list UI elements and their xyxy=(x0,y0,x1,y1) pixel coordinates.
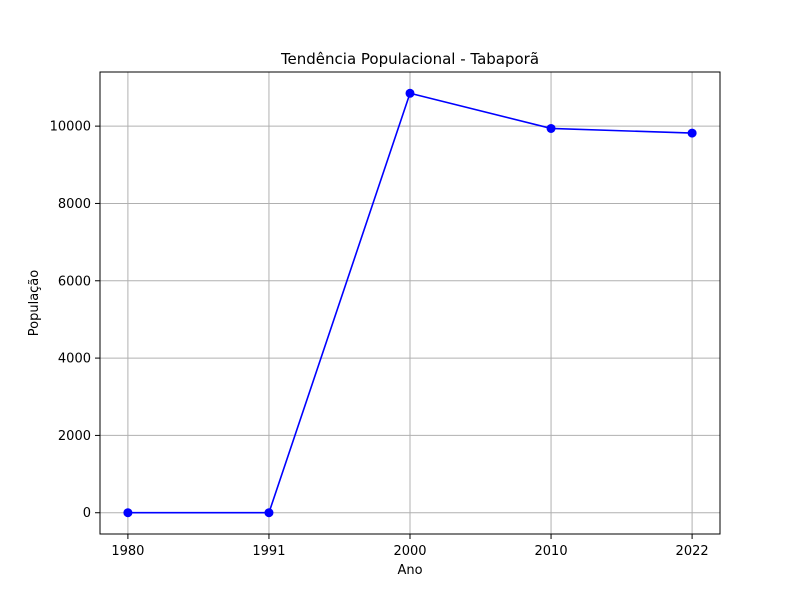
y-tick-label: 8000 xyxy=(58,197,91,212)
y-axis-label: População xyxy=(27,270,42,337)
x-tick-label: 2010 xyxy=(535,544,568,559)
data-point xyxy=(546,123,556,133)
x-axis-label: Ano xyxy=(397,563,422,578)
y-axis-ticks: 0 2000 4000 6000 8000 10000 xyxy=(50,120,100,521)
y-tick-label: 4000 xyxy=(58,352,91,367)
chart-title: Tendência Populacional - Tabaporã xyxy=(280,50,539,68)
data-point xyxy=(405,88,415,98)
data-series xyxy=(123,88,697,518)
data-point xyxy=(123,508,133,518)
x-tick-label: 2022 xyxy=(676,544,709,559)
data-point xyxy=(687,128,697,138)
x-tick-label: 1991 xyxy=(252,544,285,559)
y-tick-label: 6000 xyxy=(58,274,91,289)
x-tick-label: 2000 xyxy=(393,544,426,559)
y-tick-label: 2000 xyxy=(58,429,91,444)
x-axis-ticks: 1980 1991 2000 2010 2022 xyxy=(111,534,709,559)
x-tick-label: 1980 xyxy=(111,544,144,559)
y-tick-label: 10000 xyxy=(50,120,91,135)
y-tick-label: 0 xyxy=(83,506,91,521)
data-point xyxy=(264,508,274,518)
